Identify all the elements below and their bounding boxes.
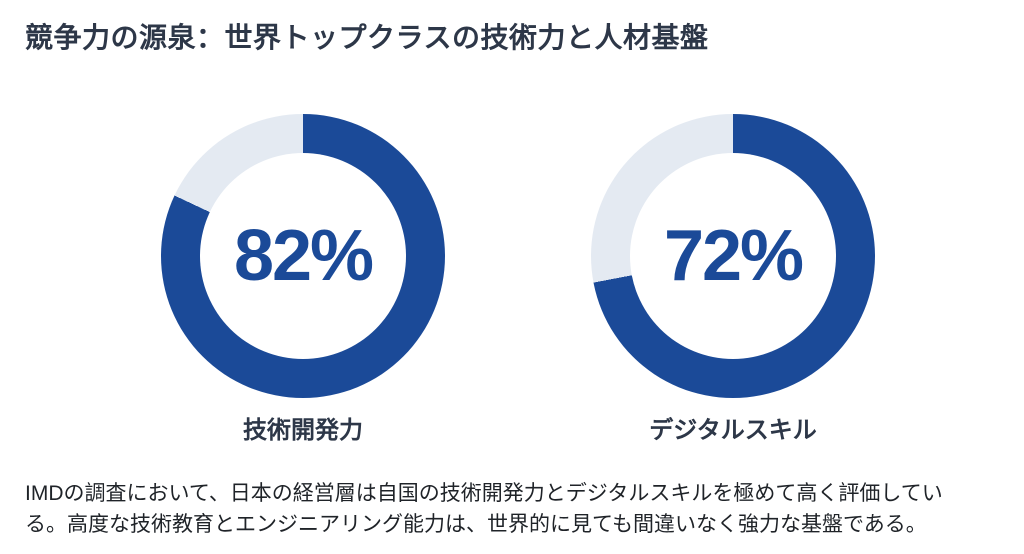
- donut-hole-digital: 72%: [630, 153, 836, 359]
- summary-paragraph: IMDの調査において、日本の経営層は自国の技術開発力とデジタルスキルを極めて高く…: [25, 482, 943, 536]
- page-title: 競争力の源泉：世界トップクラスの技術力と人材基盤: [25, 22, 709, 53]
- donut-ring-digital: 72%: [591, 114, 875, 398]
- donut-charts-row: 82% 技術開発力 72% デジタルスキル: [6, 114, 1024, 445]
- donut-value-tech: 82%: [233, 216, 374, 296]
- donut-label-tech: 技術開発力: [243, 417, 363, 444]
- donut-hole-tech: 82%: [200, 153, 406, 359]
- donut-figure-digital: 72% デジタルスキル: [591, 114, 875, 445]
- donut-figure-tech: 82% 技術開発力: [161, 114, 445, 445]
- donut-ring-tech: 82%: [161, 114, 445, 398]
- donut-label-digital: デジタルスキル: [649, 417, 817, 444]
- donut-value-digital: 72%: [663, 216, 804, 296]
